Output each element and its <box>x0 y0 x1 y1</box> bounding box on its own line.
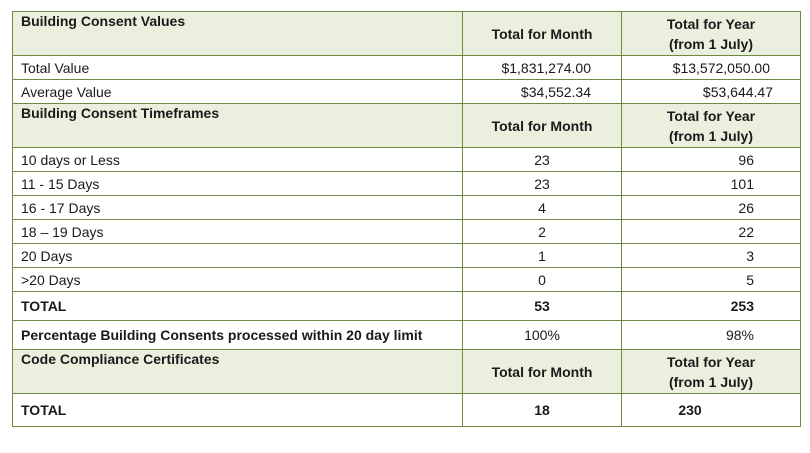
col-header-year-line2: (from 1 July) <box>668 127 753 144</box>
section-header-consent-values: Building Consent Values Total for Month … <box>12 11 801 56</box>
year-value: $13,572,050.00 <box>621 55 801 80</box>
col-header-year-line2: (from 1 July) <box>668 35 753 52</box>
year-value: 101 <box>621 171 801 196</box>
percentage-year: 98% <box>621 320 801 350</box>
row-label: 11 - 15 Days <box>12 171 463 196</box>
year-total: 253 <box>621 291 801 321</box>
row-label: 18 – 19 Days <box>12 219 463 244</box>
section-header-ccc: Code Compliance Certificates Total for M… <box>12 349 801 394</box>
month-value: 1 <box>462 243 622 268</box>
month-value: 4 <box>462 195 622 220</box>
table-row: 18 – 19 Days 2 22 <box>12 219 801 244</box>
col-header-month: Total for Month <box>462 103 622 148</box>
timeframes-total-row: TOTAL 53 253 <box>12 291 801 321</box>
row-label: 16 - 17 Days <box>12 195 463 220</box>
col-header-month: Total for Month <box>462 11 622 56</box>
year-value: 22 <box>621 219 801 244</box>
col-header-year-line1: Total for Year <box>666 107 756 124</box>
percentage-month: 100% <box>462 320 622 350</box>
timeframes-heading: Building Consent Timeframes <box>12 103 463 148</box>
year-value: $53,644.47 <box>621 79 801 104</box>
col-header-year-line2: (from 1 July) <box>668 373 753 390</box>
total-label: TOTAL <box>12 393 463 427</box>
ccc-heading: Code Compliance Certificates <box>12 349 463 394</box>
month-value: 23 <box>462 147 622 172</box>
table-row: Average Value $34,552.34 $53,644.47 <box>12 79 801 104</box>
section-header-timeframes: Building Consent Timeframes Total for Mo… <box>12 103 801 148</box>
col-header-month: Total for Month <box>462 349 622 394</box>
col-header-year: Total for Year (from 1 July) <box>621 11 801 56</box>
month-value: 23 <box>462 171 622 196</box>
percentage-label: Percentage Building Consents processed w… <box>12 320 463 350</box>
total-label: TOTAL <box>12 291 463 321</box>
month-value: $34,552.34 <box>462 79 622 104</box>
table-row: 16 - 17 Days 4 26 <box>12 195 801 220</box>
year-value: 3 <box>621 243 801 268</box>
col-header-year: Total for Year (from 1 July) <box>621 103 801 148</box>
year-value: 26 <box>621 195 801 220</box>
month-value: $1,831,274.00 <box>462 55 622 80</box>
row-label: 10 days or Less <box>12 147 463 172</box>
row-label: >20 Days <box>12 267 463 292</box>
ccc-total-row: TOTAL 18 230 <box>12 393 801 427</box>
table-row: 10 days or Less 23 96 <box>12 147 801 172</box>
year-value: 96 <box>621 147 801 172</box>
month-total: 53 <box>462 291 622 321</box>
year-value: 5 <box>621 267 801 292</box>
row-label: Total Value <box>12 55 463 80</box>
table-row: >20 Days 0 5 <box>12 267 801 292</box>
month-value: 2 <box>462 219 622 244</box>
table-row: 20 Days 1 3 <box>12 243 801 268</box>
row-label: 20 Days <box>12 243 463 268</box>
percentage-row: Percentage Building Consents processed w… <box>12 320 801 350</box>
month-total: 18 <box>462 393 622 427</box>
col-header-year-line1: Total for Year <box>666 15 756 32</box>
year-total: 230 <box>621 393 801 427</box>
consent-values-heading: Building Consent Values <box>12 11 463 56</box>
col-header-year: Total for Year (from 1 July) <box>621 349 801 394</box>
row-label: Average Value <box>12 79 463 104</box>
col-header-year-line1: Total for Year <box>666 353 756 370</box>
table-row: Total Value $1,831,274.00 $13,572,050.00 <box>12 55 801 80</box>
month-value: 0 <box>462 267 622 292</box>
table-row: 11 - 15 Days 23 101 <box>12 171 801 196</box>
building-consent-report-table: Building Consent Values Total for Month … <box>12 11 801 427</box>
